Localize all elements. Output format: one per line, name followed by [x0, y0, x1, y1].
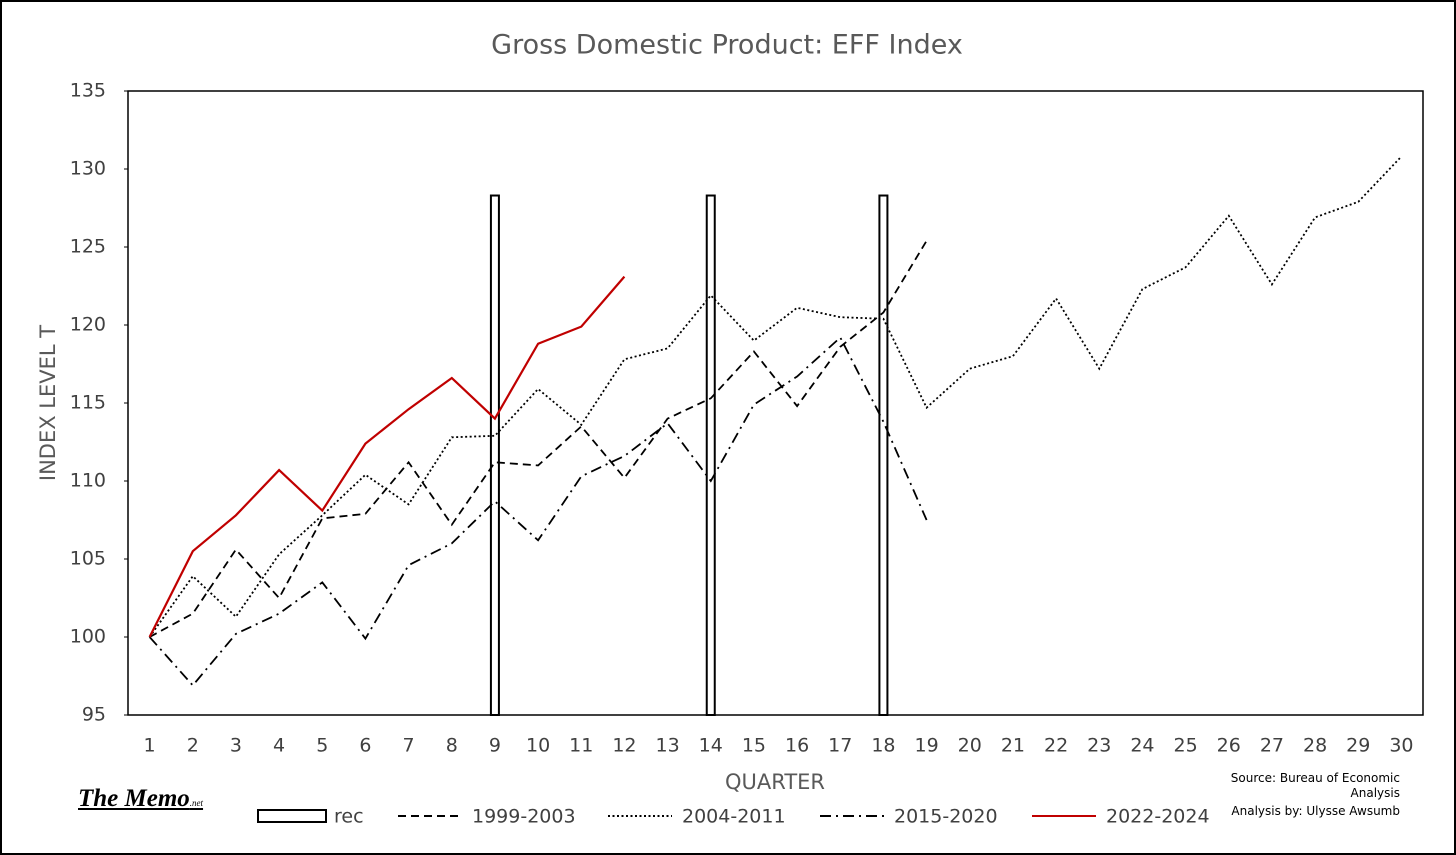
- x-tick-label: 3: [230, 735, 242, 757]
- x-tick-label: 8: [446, 735, 458, 757]
- source-note: Source: Bureau of Economic Analysis: [1230, 771, 1400, 800]
- legend-swatch: [257, 809, 327, 823]
- y-tick-label: 95: [82, 704, 106, 726]
- legend-label: 2022-2024: [1106, 806, 1210, 828]
- x-tick-label: 2: [187, 735, 199, 757]
- x-tick-label: 23: [1087, 735, 1111, 757]
- y-axis-label: INDEX LEVEL T: [36, 325, 60, 481]
- y-tick-label: 110: [70, 470, 106, 492]
- logo-text: The Memo: [78, 785, 190, 812]
- x-tick-label: 29: [1346, 735, 1370, 757]
- x-tick-label: 17: [828, 735, 852, 757]
- x-tick-label: 1: [144, 735, 156, 757]
- y-tick-label: 120: [70, 314, 106, 336]
- legend-label: 2015-2020: [894, 806, 998, 828]
- x-tick-label: 20: [958, 735, 982, 757]
- plot-frame: [127, 90, 1424, 716]
- x-tick-label: 24: [1130, 735, 1154, 757]
- y-tick-label: 135: [70, 80, 106, 102]
- x-tick-label: 6: [359, 735, 371, 757]
- legend-label: rec: [334, 806, 364, 828]
- series-line: [149, 240, 928, 638]
- x-tick-label: 28: [1303, 735, 1327, 757]
- series-line: [148, 275, 626, 638]
- series-line: [148, 155, 1403, 638]
- x-tick-label: 14: [699, 735, 723, 757]
- rec-bar: [489, 194, 500, 716]
- x-tick-label: 27: [1260, 735, 1284, 757]
- x-tick-label: 10: [526, 735, 550, 757]
- x-tick-label: 25: [1173, 735, 1197, 757]
- legend-label: 1999-2003: [472, 806, 576, 828]
- y-tick-label: 105: [70, 548, 106, 570]
- legend-label: 2004-2011: [682, 806, 786, 828]
- logo-suffix: .net: [189, 798, 204, 808]
- x-tick-label: 15: [742, 735, 766, 757]
- y-tick-label: 115: [70, 392, 106, 414]
- chart-title: Gross Domestic Product: EFF Index: [491, 30, 963, 61]
- x-tick-label: 30: [1389, 735, 1413, 757]
- x-tick-label: 18: [871, 735, 895, 757]
- y-tick-label: 125: [70, 236, 106, 258]
- logo: The Memo.net: [78, 785, 203, 813]
- x-tick-label: 11: [569, 735, 593, 757]
- x-tick-label: 12: [612, 735, 636, 757]
- y-tick-label: 100: [70, 626, 106, 648]
- rec-bar: [705, 194, 716, 716]
- series-line: [148, 336, 928, 687]
- x-tick-label: 5: [316, 735, 328, 757]
- x-tick-label: 22: [1044, 735, 1068, 757]
- x-tick-label: 7: [403, 735, 415, 757]
- rec-bar: [878, 194, 889, 716]
- credit-note: Analysis by: Ulysse Awsumb: [1231, 804, 1400, 818]
- x-tick-label: 19: [914, 735, 938, 757]
- x-tick-label: 13: [655, 735, 679, 757]
- x-tick-label: 9: [489, 735, 501, 757]
- x-axis-label: QUARTER: [725, 770, 825, 794]
- x-tick-label: 21: [1001, 735, 1025, 757]
- x-tick-label: 26: [1217, 735, 1241, 757]
- x-tick-label: 16: [785, 735, 809, 757]
- x-tick-label: 4: [273, 735, 285, 757]
- y-tick-label: 130: [70, 158, 106, 180]
